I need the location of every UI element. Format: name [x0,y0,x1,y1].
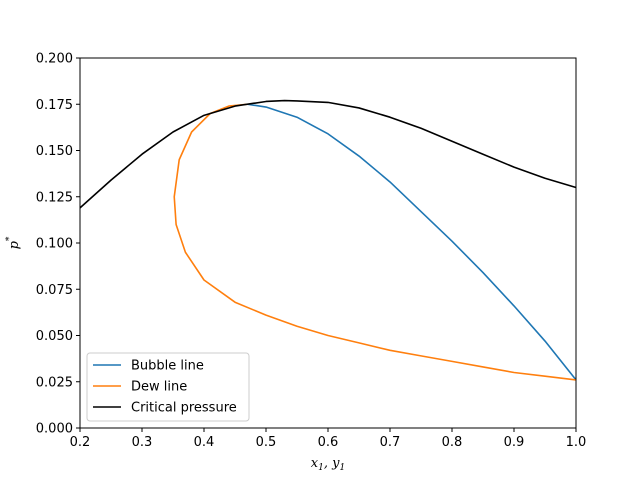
x-tick-label: 0.9 [504,435,525,450]
y-ticks: 0.000 0.025 0.050 0.075 0.100 0.125 0.150 0.175… [36,52,80,437]
series-line-2 [79,99,577,209]
x-ticks: 0.2 0.3 0.4 0.5 0.6 0.7 0.8 0.9 1.0 [70,428,587,450]
y-tick-label: 0.000 [36,422,73,437]
y-tick-label: 0.025 [36,375,73,390]
legend-label: Bubble line [131,359,204,374]
y-tick-label: 0.075 [36,283,73,298]
legend: Bubble line Dew line Critical pressure [86,352,250,422]
y-axis-label: p* [5,236,22,249]
y-tick-label: 0.200 [36,52,73,67]
y-tick-label: 0.050 [36,329,73,344]
x-tick-label: 0.7 [380,435,401,450]
x-tick-label: 0.2 [70,435,91,450]
y-tick-label: 0.175 [36,98,73,113]
y-tick-label: 0.100 [36,237,73,252]
x-tick-label: 1.0 [566,435,587,450]
x-tick-label: 0.8 [442,435,463,450]
series-line-1 [173,103,577,381]
legend-box [86,352,250,422]
x-axis-label: x1, y1 [311,456,345,473]
legend-label: Dew line [131,380,187,395]
x-tick-label: 0.3 [132,435,153,450]
x-tick-label: 0.5 [256,435,277,450]
series-line-0 [247,103,577,381]
series-layer [79,99,577,381]
x-tick-label: 0.6 [318,435,339,450]
legend-label: Critical pressure [131,401,237,416]
y-tick-label: 0.125 [36,190,73,205]
x-tick-label: 0.4 [194,435,215,450]
y-tick-label: 0.150 [36,144,73,159]
